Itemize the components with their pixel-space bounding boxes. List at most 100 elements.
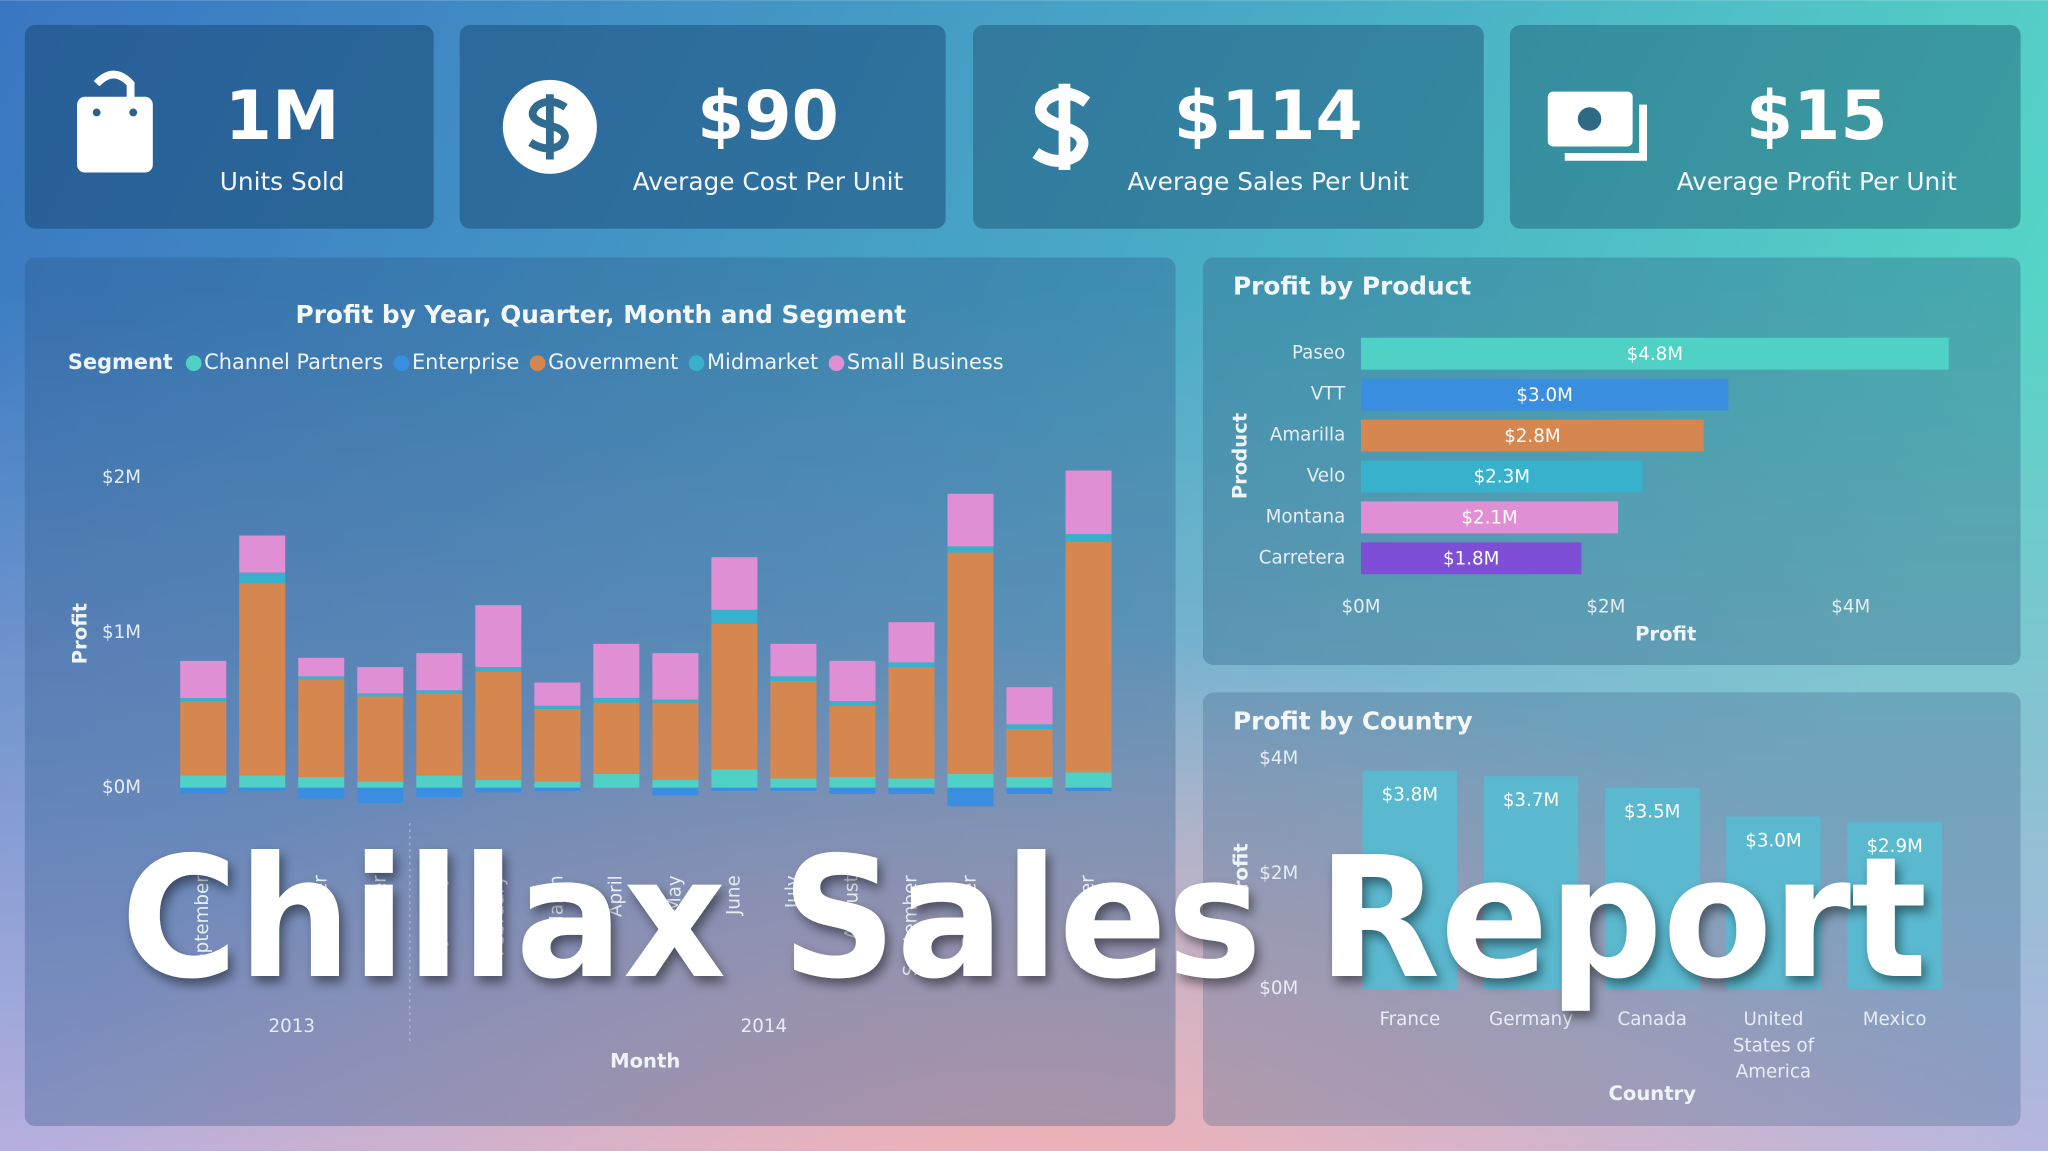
legend-marker [828,355,845,372]
x-group-label: 2013 [269,1016,316,1037]
y-axis-title: Profit [1230,843,1253,904]
kpi-card [1509,24,2021,229]
bar-segment [534,787,581,791]
bar [1483,776,1579,989]
x-axis-title: Profit [1635,622,1696,645]
bar-segment [239,787,286,791]
bar-segment [711,557,758,610]
x-tick-label: March [546,875,567,931]
y-axis-title: Profit [68,603,91,664]
legend-title: Segment [68,350,173,374]
bar-segment [1065,787,1112,791]
bar-segment [593,702,640,774]
bar-segment [357,696,404,782]
bar-segment [180,660,227,699]
kpi-value: $90 [697,77,839,156]
y-tick-label: $0M [1259,978,1298,999]
bar-segment [298,776,345,788]
data-label: $3.0M [1745,830,1801,851]
bar-segment [357,667,404,694]
chart-title: Profit by Country [1233,706,1473,735]
x-tick-label: France [1379,1009,1440,1030]
bag-icon [77,70,153,173]
bar-segment [652,787,699,796]
bar-segment [770,787,817,791]
kpi-label: Units Sold [220,167,345,196]
bar-segment [534,705,581,709]
x-axis-title: Month [610,1050,680,1073]
y-axis-title: Product [1228,413,1251,499]
bar-segment [239,535,286,573]
dollar-icon [1032,83,1091,170]
bar-segment [1006,776,1053,788]
x-tick-label: June [723,875,744,916]
bar-segment [593,643,640,699]
bar-segment [357,693,404,697]
x-tick-label: October [251,875,272,949]
data-label: $3.7M [1503,790,1559,811]
y-tick-label: $1M [102,622,141,643]
x-tick-label: December [1078,875,1099,970]
bar-segment [770,676,817,681]
bar-segment [534,682,581,706]
bar-segment [1065,533,1112,542]
bar [1360,501,1619,534]
bar-segment [475,667,522,672]
bar-segment [1006,787,1053,794]
bar-segment [711,769,758,788]
bar-segment [829,776,876,788]
bar-segment [416,653,463,691]
bar-segment [888,622,935,663]
bar-segment [475,787,522,793]
x-tick-label: United States of America [1733,1009,1815,1082]
x-tick-label: Germany [1489,1009,1573,1030]
x-tick-label: April [605,875,626,917]
kpi-card [459,24,946,229]
bar-segment [888,662,935,668]
bar-segment [947,773,994,788]
bar-segment [829,660,876,702]
bar-segment [947,787,994,807]
bar-segment [711,623,758,770]
kpi-value: $15 [1746,77,1888,156]
bar-segment [1006,728,1053,777]
y-tick-label: Velo [1307,465,1346,486]
bar-segment [711,609,758,624]
x-tick-label-line: United [1743,1009,1803,1030]
bar-segment [534,708,581,782]
bar-segment [416,690,463,694]
x-tick-label-line: States of [1733,1035,1815,1056]
x-tick-label: October [959,875,980,949]
bar-segment [888,667,935,779]
bar [1360,337,1949,370]
bar [1360,419,1704,452]
x-tick-label: $2M [1586,597,1625,618]
dollar-coin-icon [502,79,597,174]
y-tick-label: Paseo [1292,343,1345,364]
bar [1360,460,1643,493]
chart-title: Profit by Year, Quarter, Month and Segme… [296,300,907,329]
bar-segment [180,701,227,776]
bar-segment [947,552,994,774]
y-tick-label: Carretera [1259,547,1346,568]
bar-segment [1065,541,1112,773]
y-tick-label: $2M [102,467,141,488]
bar-segment [298,676,345,680]
data-label: $3.0M [1516,385,1572,406]
bar [1847,822,1942,989]
legend-label: Midmarket [707,350,818,374]
legend-marker [529,355,546,372]
bar-segment [652,780,699,788]
bar-segment [711,787,758,791]
y-tick-label: $2M [1259,863,1298,884]
bar-segment [298,787,345,799]
bar-segment [239,583,286,776]
kpi-value: 1M [225,77,340,156]
bar-segment [475,780,522,788]
x-tick-label: November [1019,875,1040,971]
legend-label: Channel Partners [204,350,383,374]
bag-dot [129,108,138,117]
